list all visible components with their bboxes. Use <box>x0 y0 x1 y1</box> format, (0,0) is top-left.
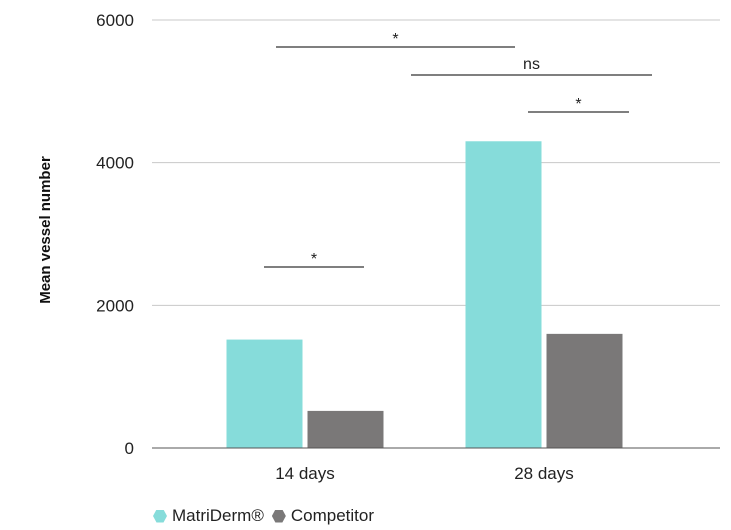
significance-label: * <box>575 96 581 113</box>
hexagon-icon <box>271 509 286 523</box>
y-axis-label: Mean vessel number <box>37 156 54 304</box>
bar-matriderm <box>465 141 542 448</box>
significance-label: ns <box>523 56 540 73</box>
bar-chart: 0 2000 4000 6000 Mean vessel number 14 days… <box>37 11 720 483</box>
significance-label: * <box>392 31 398 48</box>
gridlines <box>152 19 720 306</box>
y-tick-label: 4000 <box>96 154 134 173</box>
legend-label: MatriDerm® <box>172 506 264 525</box>
legend-item-competitor: Competitor <box>271 506 374 526</box>
y-tick-label: 2000 <box>96 296 134 315</box>
y-tick-label: 6000 <box>96 11 134 30</box>
legend-label: Competitor <box>290 506 374 525</box>
bar-competitor <box>546 333 623 448</box>
x-category-label: 28 days <box>514 464 574 483</box>
bar-competitor <box>307 410 384 448</box>
y-axis-ticks: 0 2000 4000 6000 <box>96 11 134 458</box>
bar-matriderm <box>226 339 303 448</box>
significance-label: * <box>311 251 317 268</box>
x-axis-categories: 14 days 28 days <box>275 464 574 483</box>
x-category-label: 14 days <box>275 464 335 483</box>
significance-annotations: * * ns * <box>264 31 652 268</box>
legend: MatriDerm® Competitor <box>153 506 382 526</box>
legend-item-matriderm: MatriDerm® <box>153 506 264 526</box>
hexagon-icon <box>153 509 167 523</box>
y-tick-label: 0 <box>125 439 134 458</box>
bars <box>226 141 623 448</box>
